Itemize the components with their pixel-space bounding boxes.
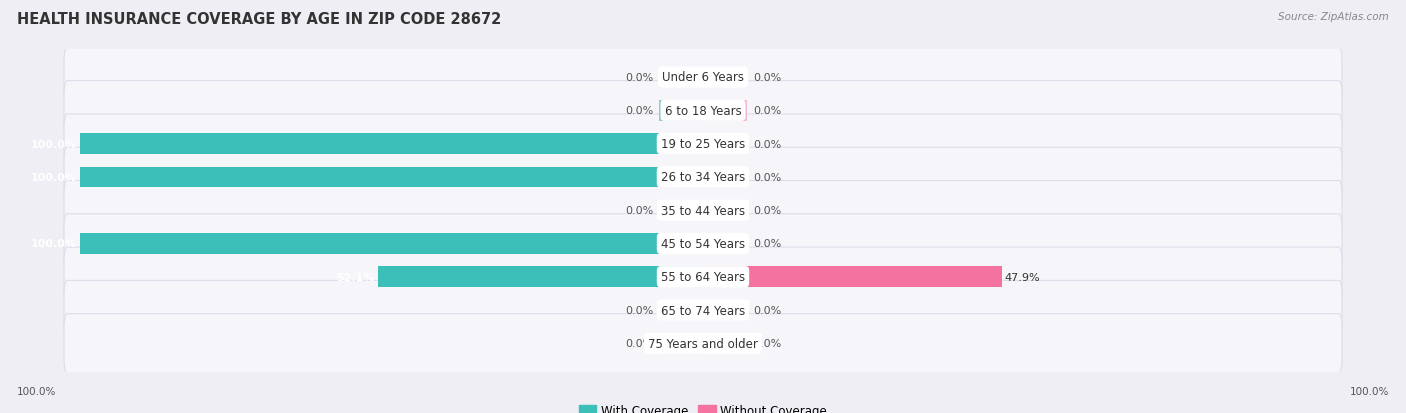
Text: 55 to 64 Years: 55 to 64 Years: [661, 271, 745, 284]
Bar: [703, 300, 747, 320]
Bar: [703, 200, 747, 221]
Bar: [703, 101, 747, 121]
Text: 47.9%: 47.9%: [1005, 272, 1040, 282]
Bar: [703, 233, 747, 254]
Bar: [703, 167, 747, 188]
Bar: [80, 134, 703, 154]
Bar: [703, 134, 747, 154]
FancyBboxPatch shape: [65, 81, 1341, 140]
Bar: [659, 300, 703, 320]
Text: 100.0%: 100.0%: [31, 139, 76, 149]
Text: 35 to 44 Years: 35 to 44 Years: [661, 204, 745, 217]
Bar: [659, 67, 703, 88]
Text: 100.0%: 100.0%: [17, 387, 56, 396]
Bar: [80, 233, 703, 254]
Text: 0.0%: 0.0%: [624, 339, 654, 349]
Text: 6 to 18 Years: 6 to 18 Years: [665, 104, 741, 117]
Text: 100.0%: 100.0%: [1350, 387, 1389, 396]
Text: 26 to 34 Years: 26 to 34 Years: [661, 171, 745, 184]
Bar: [378, 267, 703, 287]
Bar: [659, 101, 703, 121]
Text: 19 to 25 Years: 19 to 25 Years: [661, 138, 745, 151]
Bar: [703, 67, 747, 88]
FancyBboxPatch shape: [65, 148, 1341, 207]
Text: 0.0%: 0.0%: [752, 305, 782, 315]
Text: 0.0%: 0.0%: [752, 173, 782, 183]
Text: 52.1%: 52.1%: [336, 272, 375, 282]
Text: 45 to 54 Years: 45 to 54 Years: [661, 237, 745, 250]
FancyBboxPatch shape: [65, 314, 1341, 373]
Bar: [659, 200, 703, 221]
Bar: [80, 167, 703, 188]
Text: Under 6 Years: Under 6 Years: [662, 71, 744, 84]
Text: 0.0%: 0.0%: [624, 106, 654, 116]
Text: Source: ZipAtlas.com: Source: ZipAtlas.com: [1278, 12, 1389, 22]
Bar: [703, 267, 1001, 287]
FancyBboxPatch shape: [65, 48, 1341, 107]
FancyBboxPatch shape: [65, 181, 1341, 240]
Text: 100.0%: 100.0%: [31, 239, 76, 249]
Text: 0.0%: 0.0%: [752, 206, 782, 216]
Text: 0.0%: 0.0%: [624, 206, 654, 216]
Text: 0.0%: 0.0%: [752, 339, 782, 349]
Text: 0.0%: 0.0%: [752, 106, 782, 116]
FancyBboxPatch shape: [65, 214, 1341, 273]
Text: 0.0%: 0.0%: [624, 73, 654, 83]
Bar: [703, 333, 747, 354]
Bar: [659, 333, 703, 354]
Text: 65 to 74 Years: 65 to 74 Years: [661, 304, 745, 317]
Text: 0.0%: 0.0%: [624, 305, 654, 315]
Text: HEALTH INSURANCE COVERAGE BY AGE IN ZIP CODE 28672: HEALTH INSURANCE COVERAGE BY AGE IN ZIP …: [17, 12, 501, 27]
Text: 0.0%: 0.0%: [752, 73, 782, 83]
FancyBboxPatch shape: [65, 115, 1341, 174]
Text: 0.0%: 0.0%: [752, 139, 782, 149]
Legend: With Coverage, Without Coverage: With Coverage, Without Coverage: [579, 404, 827, 413]
Text: 100.0%: 100.0%: [31, 173, 76, 183]
Text: 75 Years and older: 75 Years and older: [648, 337, 758, 350]
Text: 0.0%: 0.0%: [752, 239, 782, 249]
FancyBboxPatch shape: [65, 247, 1341, 306]
FancyBboxPatch shape: [65, 281, 1341, 340]
